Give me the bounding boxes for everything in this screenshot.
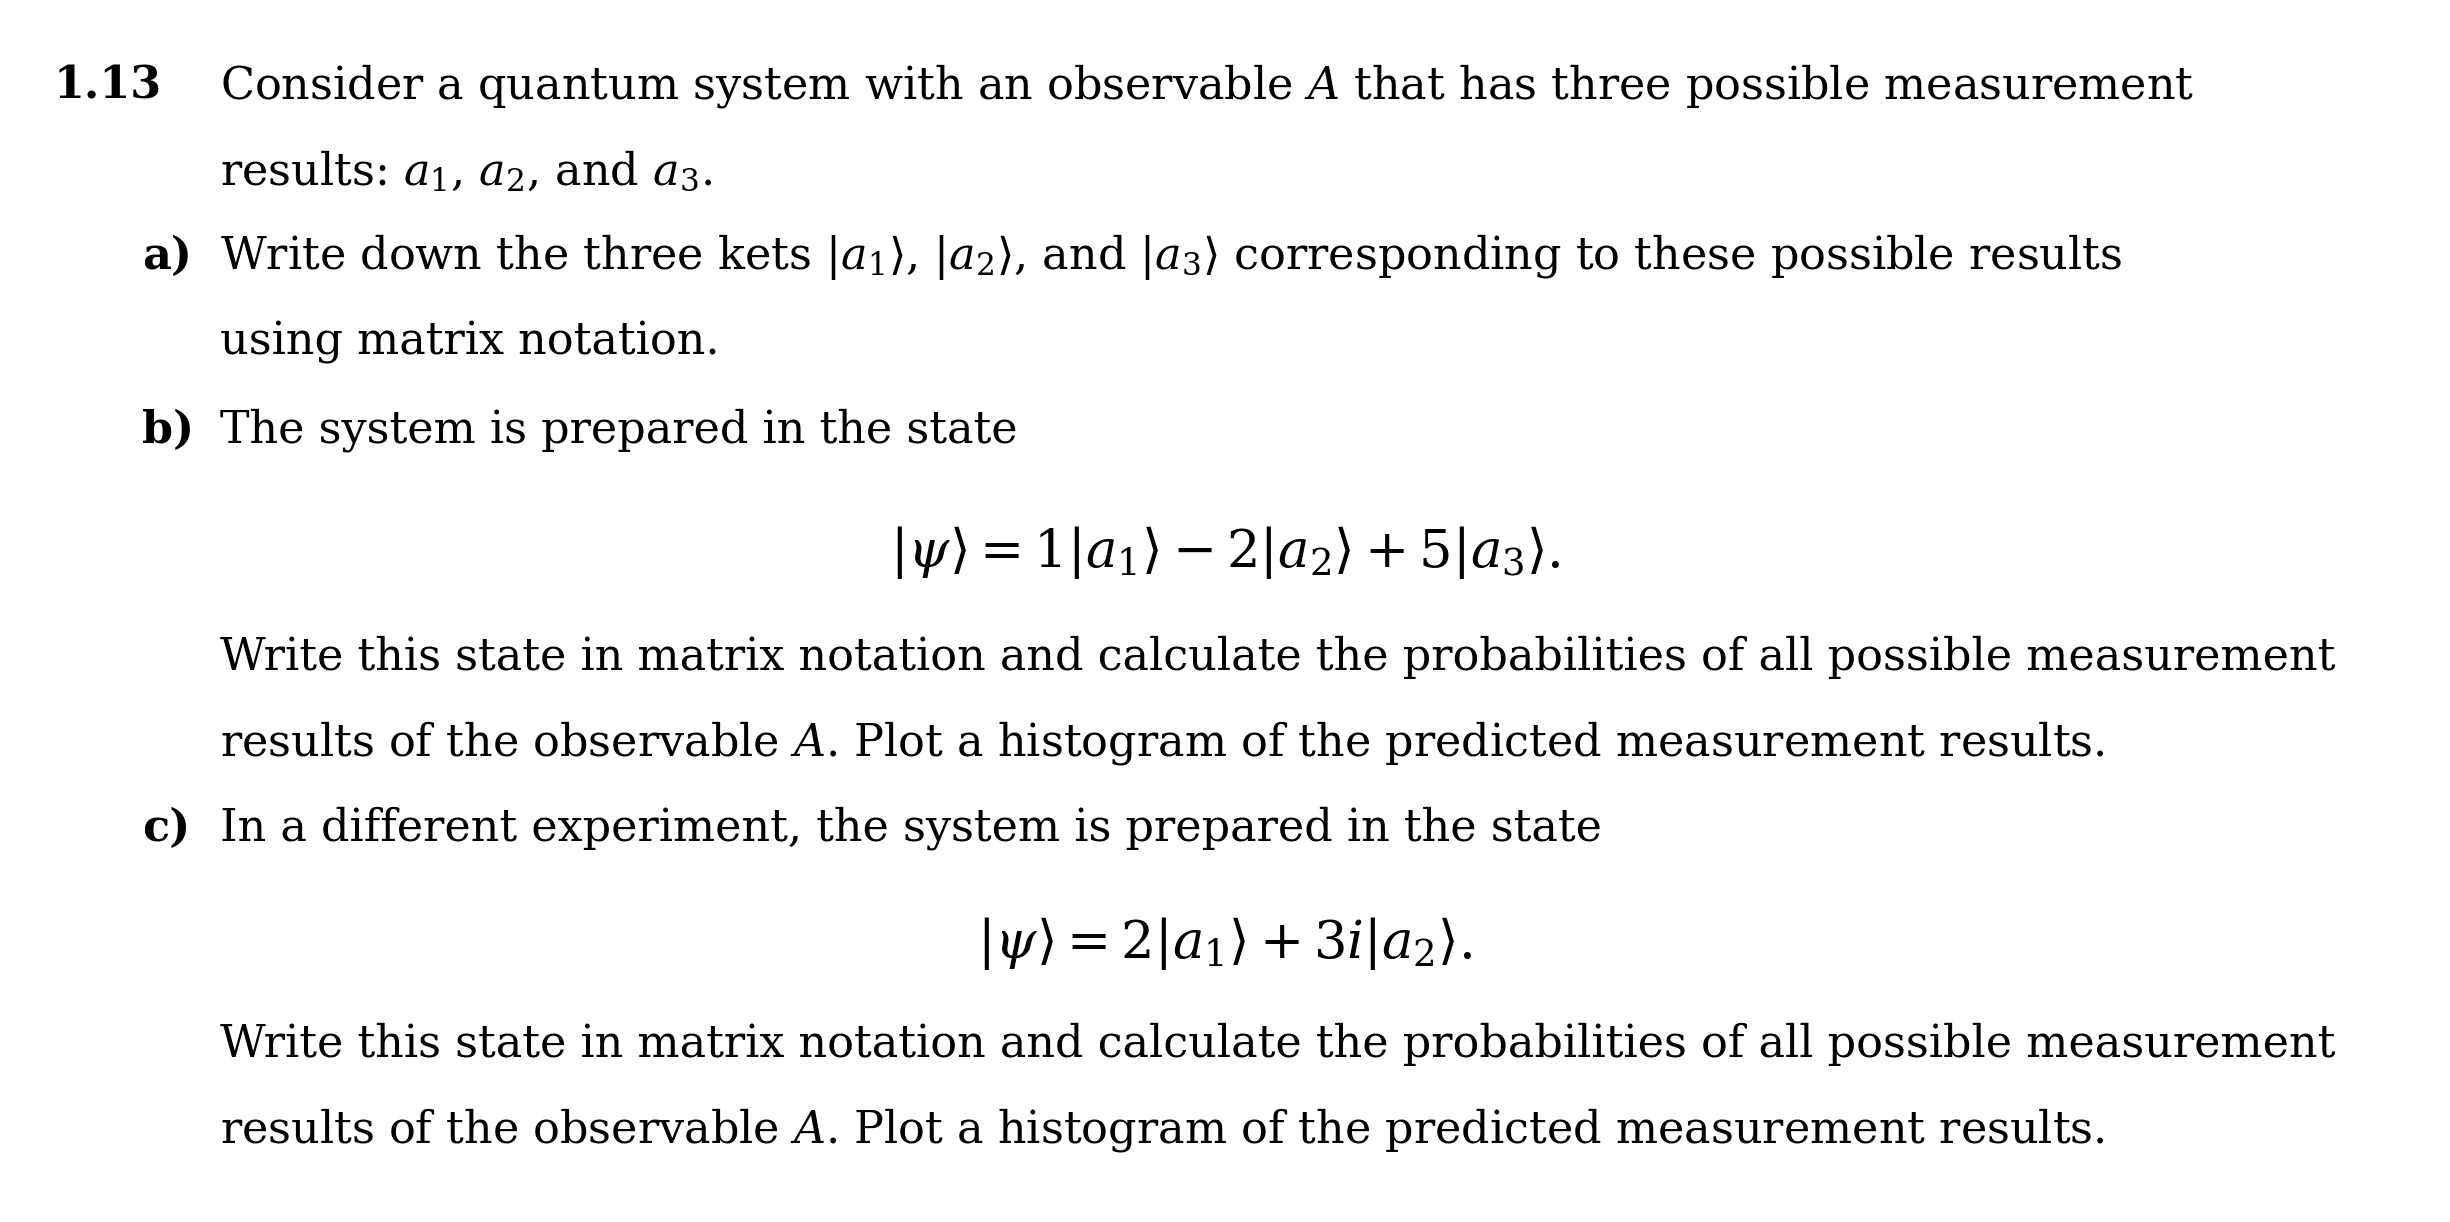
Text: c): c) (142, 807, 191, 851)
Text: Write down the three kets $|a_1\rangle$, $|a_2\rangle$, and $|a_3\rangle$ corres: Write down the three kets $|a_1\rangle$,… (220, 232, 2122, 281)
Text: results of the observable $A$. Plot a histogram of the predicted measurement res: results of the observable $A$. Plot a hi… (220, 719, 2105, 767)
Text: a): a) (142, 235, 191, 279)
Text: $|\psi\rangle = 2|a_1\rangle + 3i|a_2\rangle.$: $|\psi\rangle = 2|a_1\rangle + 3i|a_2\ra… (978, 915, 1472, 971)
Text: In a different experiment, the system is prepared in the state: In a different experiment, the system is… (220, 807, 1602, 851)
Text: 1.13: 1.13 (54, 64, 162, 108)
Text: b): b) (142, 408, 194, 452)
Text: results: $a_1$, $a_2$, and $a_3$.: results: $a_1$, $a_2$, and $a_3$. (220, 149, 713, 193)
Text: results of the observable $A$. Plot a histogram of the predicted measurement res: results of the observable $A$. Plot a hi… (220, 1106, 2105, 1155)
Text: Consider a quantum system with an observable $A$ that has three possible measure: Consider a quantum system with an observ… (220, 61, 2195, 110)
Text: $|\psi\rangle = 1|a_1\rangle - 2|a_2\rangle + 5|a_3\rangle.$: $|\psi\rangle = 1|a_1\rangle - 2|a_2\ran… (889, 524, 1561, 580)
Text: The system is prepared in the state: The system is prepared in the state (220, 408, 1019, 452)
Text: Write this state in matrix notation and calculate the probabilities of all possi: Write this state in matrix notation and … (220, 635, 2335, 679)
Text: using matrix notation.: using matrix notation. (220, 320, 720, 364)
Text: Write this state in matrix notation and calculate the probabilities of all possi: Write this state in matrix notation and … (220, 1023, 2335, 1067)
